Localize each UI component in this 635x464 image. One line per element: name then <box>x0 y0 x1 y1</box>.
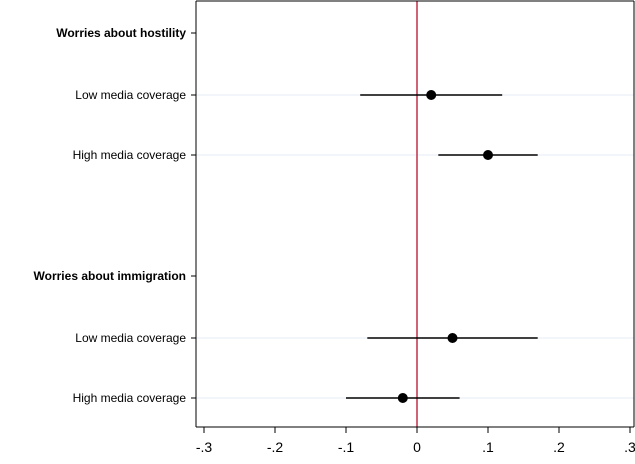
group-label: Worries about hostility <box>56 26 186 40</box>
estimate-point <box>483 150 493 160</box>
row-labels: Worries about hostility Low media coverag… <box>34 26 187 405</box>
estimate-point <box>426 90 437 100</box>
row-label: High media coverage <box>73 391 187 405</box>
estimate-point <box>447 333 458 343</box>
row-label: Low media coverage <box>75 331 186 345</box>
grid-lines <box>196 94 634 399</box>
x-tick-label: -.1 <box>338 439 355 455</box>
x-tick-label: .2 <box>553 439 565 455</box>
row-label: Low media coverage <box>75 88 186 102</box>
axes: -.3 -.2 -.1 0 .1 .2 .3 <box>191 0 635 455</box>
estimates <box>346 90 538 403</box>
group-label: Worries about immigration <box>34 269 186 283</box>
x-tick-label: 0 <box>413 439 421 455</box>
row-label: High media coverage <box>73 148 187 162</box>
estimate-point <box>397 393 408 403</box>
x-tick-label: .3 <box>624 439 635 455</box>
x-tick-label: -.2 <box>267 439 284 455</box>
x-tick-label: .1 <box>482 439 494 455</box>
x-tick-label: -.3 <box>196 439 213 455</box>
